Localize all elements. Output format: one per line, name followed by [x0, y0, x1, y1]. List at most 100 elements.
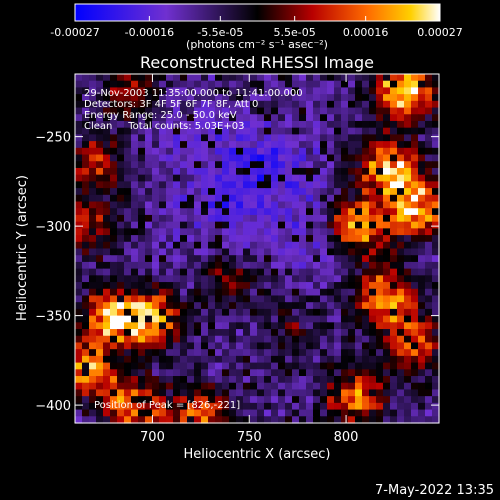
heatmap-cell [152, 214, 160, 223]
heatmap-cell [432, 248, 440, 256]
heatmap-cell [362, 134, 370, 142]
heatmap-cell [208, 295, 216, 303]
heatmap-cell [313, 141, 321, 149]
heatmap-cell [96, 80, 104, 89]
heatmap-cell [320, 282, 328, 290]
heatmap-cell [348, 248, 356, 256]
heatmap-cell [243, 295, 251, 303]
heatmap-cell [201, 181, 209, 189]
heatmap-cell [250, 208, 258, 216]
heatmap-cell [292, 127, 300, 135]
heatmap-cell [299, 302, 307, 310]
heatmap-cell [306, 416, 314, 424]
heatmap-cell [159, 94, 167, 102]
heatmap-cell [271, 261, 279, 270]
heatmap-cell [278, 342, 286, 350]
heatmap-cell [404, 194, 412, 203]
heatmap-cell [173, 147, 181, 156]
heatmap-cell [404, 174, 412, 182]
heatmap-cell [390, 235, 398, 243]
heatmap-cell [278, 349, 286, 357]
heatmap-cell [369, 261, 377, 270]
heatmap-cell [355, 329, 363, 337]
heatmap-cell [313, 275, 321, 283]
heatmap-cell [201, 261, 209, 270]
heatmap-cell [264, 302, 272, 310]
heatmap-cell [229, 416, 237, 424]
heatmap-cell [117, 282, 125, 290]
heatmap-cell [250, 342, 258, 350]
heatmap-cell [383, 188, 391, 196]
heatmap-cell [327, 161, 335, 169]
heatmap-cell [341, 409, 349, 417]
heatmap-cell [131, 174, 139, 182]
heatmap-cell [285, 114, 293, 122]
heatmap-cell [173, 282, 181, 290]
heatmap-cell [215, 107, 223, 115]
heatmap-cell [75, 315, 83, 323]
heatmap-cell [271, 161, 279, 169]
heatmap-cell [159, 114, 167, 122]
heatmap-cell [110, 221, 118, 229]
heatmap-cell [124, 94, 132, 102]
heatmap-cell [299, 181, 307, 189]
heatmap-cell [145, 409, 153, 417]
heatmap-cell [138, 181, 146, 189]
heatmap-cell [166, 147, 174, 156]
heatmap-cell [124, 228, 132, 236]
heatmap-cell [348, 181, 356, 189]
y-tick-label: −250 [35, 131, 71, 146]
heatmap-cell [103, 208, 111, 216]
heatmap-cell [432, 288, 440, 297]
heatmap-cell [313, 127, 321, 135]
heatmap-cell [306, 282, 314, 290]
heatmap-cell [159, 362, 167, 370]
heatmap-cell [271, 74, 279, 82]
colorbar-frame [74, 3, 441, 22]
heatmap-cell [243, 107, 251, 115]
heatmap-cell [341, 134, 349, 142]
heatmap-cell [362, 342, 370, 350]
heatmap-cell [306, 87, 314, 95]
heatmap-cell [215, 80, 223, 89]
heatmap-cell [243, 416, 251, 424]
heatmap-cell [285, 322, 293, 330]
heatmap-cell [250, 167, 258, 176]
heatmap-cell [229, 402, 237, 411]
heatmap-cell [152, 114, 160, 122]
heatmap-cell [306, 241, 314, 250]
heatmap-cell [201, 87, 209, 95]
heatmap-cell [208, 181, 216, 189]
heatmap-cell [264, 369, 272, 377]
heatmap-cell [159, 141, 167, 149]
heatmap-cell [96, 409, 104, 417]
heatmap-cell [327, 315, 335, 323]
heatmap-cell [390, 255, 398, 263]
heatmap-cell [131, 87, 139, 95]
heatmap-cell [348, 349, 356, 357]
heatmap-cell [159, 389, 167, 397]
heatmap-cell [271, 174, 279, 182]
heatmap-cell [89, 161, 97, 169]
heatmap-cell [383, 322, 391, 330]
heatmap-cell [306, 308, 314, 317]
heatmap-cell [292, 416, 300, 424]
heatmap-cell [341, 241, 349, 250]
heatmap-cell [236, 288, 244, 297]
heatmap-cell [355, 389, 363, 397]
heatmap-cell [75, 335, 83, 344]
heatmap-cell [166, 335, 174, 344]
heatmap-cell [145, 114, 153, 122]
heatmap-cell [362, 208, 370, 216]
heatmap-cell [131, 355, 139, 364]
heatmap-cell [369, 282, 377, 290]
heatmap-cell [376, 396, 384, 404]
heatmap-cell [138, 201, 146, 209]
heatmap-cell [432, 416, 440, 424]
heatmap-cell [187, 120, 195, 129]
heatmap-cell [124, 114, 132, 122]
heatmap-cell [362, 355, 370, 364]
heatmap-cell [271, 141, 279, 149]
heatmap-cell [89, 107, 97, 115]
heatmap-cell [89, 302, 97, 310]
